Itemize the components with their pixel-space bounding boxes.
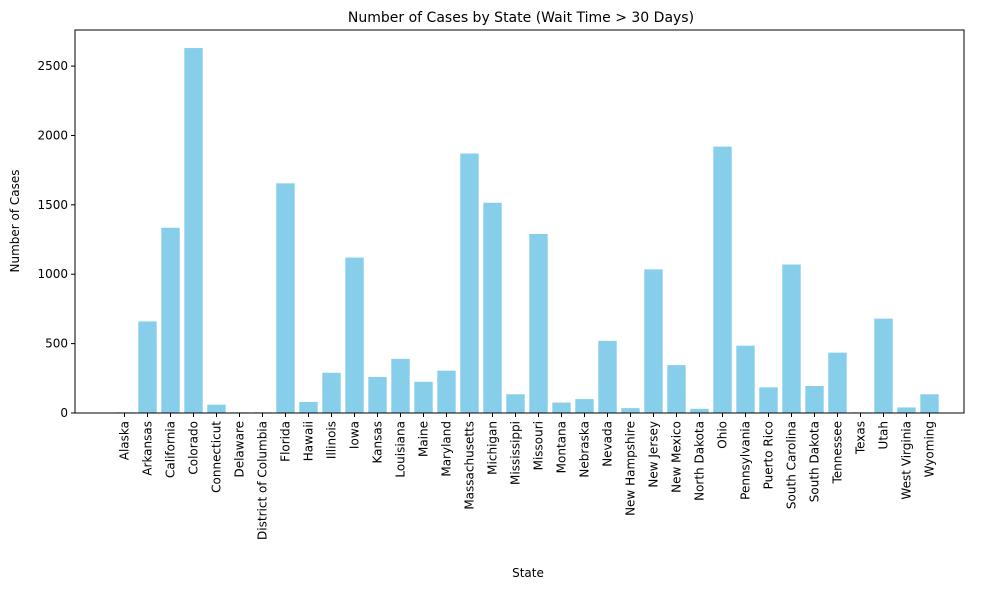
bar-utah (874, 318, 893, 413)
x-tick-label: West Virginia (900, 421, 914, 500)
x-tick-label: South Carolina (785, 421, 799, 509)
x-tick-label: Ohio (716, 421, 730, 449)
bar-michigan (483, 202, 502, 413)
bar-new-hampshire (621, 408, 640, 413)
plot-frame (74, 29, 965, 414)
x-tick-label: Arkansas (141, 421, 155, 476)
bar-montana (552, 402, 571, 413)
y-tick-label: 500 (45, 337, 68, 351)
x-axis-label: State (512, 566, 544, 580)
x-tick-label: Kansas (371, 421, 385, 463)
x-axis-ticks: Alaska Arkansas California Colorado Connecti… (118, 413, 937, 540)
x-tick-label: Mississippi (509, 421, 523, 485)
bar-california (161, 227, 180, 413)
x-tick-label: Utah (877, 421, 891, 449)
x-tick-label: Louisiana (394, 421, 408, 478)
bar-kansas (368, 376, 387, 413)
bar-florida (276, 183, 295, 413)
bar-south-dakota (805, 385, 824, 413)
x-tick-label: Colorado (187, 421, 201, 475)
y-tick-label: 0 (60, 406, 68, 420)
bar-tennessee (828, 352, 847, 413)
y-axis-ticks: 0 500 1000 1500 2000 2500 (37, 59, 75, 420)
x-tick-label: New Mexico (670, 421, 684, 493)
bar-nevada (598, 340, 617, 413)
x-tick-label: Wyoming (923, 421, 937, 477)
bar-north-dakota (690, 408, 709, 413)
y-tick-label: 1000 (37, 267, 68, 281)
bar-west-virginia (897, 407, 916, 413)
x-tick-label: Hawaii (302, 421, 316, 461)
bar-louisiana (391, 358, 410, 413)
x-tick-label: Michigan (486, 421, 500, 475)
bar-connecticut (207, 404, 226, 413)
x-tick-label: Texas (854, 421, 868, 455)
x-tick-label: Nevada (601, 421, 615, 467)
y-tick-label: 1500 (37, 198, 68, 212)
x-tick-label: Alaska (118, 421, 132, 460)
bar-iowa (345, 257, 364, 413)
bar-ohio (713, 146, 732, 413)
bar-new-mexico (667, 365, 686, 414)
x-tick-label: Montana (555, 421, 569, 473)
x-tick-label: Massachusetts (463, 421, 477, 510)
bar-arkansas (138, 321, 157, 413)
bar-south-carolina (782, 264, 801, 413)
x-tick-label: Illinois (325, 421, 339, 459)
bar-illinois (322, 372, 341, 413)
bar-colorado (184, 48, 203, 413)
bar-maryland (437, 370, 456, 413)
y-axis-label: Number of Cases (8, 169, 22, 272)
x-tick-label: Delaware (233, 421, 247, 478)
x-tick-label: Pennsylvania (739, 421, 753, 500)
x-tick-label: North Dakota (693, 421, 707, 501)
bar-massachusetts (460, 153, 479, 413)
bar-hawaii (299, 401, 318, 413)
chart-title: Number of Cases by State (Wait Time > 30… (348, 10, 694, 26)
bars (115, 48, 939, 414)
x-tick-label: Maine (417, 421, 431, 457)
y-tick-label: 2000 (37, 128, 68, 142)
x-tick-label: Iowa (348, 421, 362, 449)
x-tick-label: District of Columbia (256, 421, 270, 540)
x-tick-label: New Hampshire (624, 421, 638, 516)
x-tick-label: Nebraska (578, 421, 592, 478)
y-tick-label: 2500 (37, 59, 68, 73)
bar-mississippi (506, 394, 525, 413)
x-tick-label: California (164, 421, 178, 478)
x-tick-label: Maryland (440, 421, 454, 477)
x-tick-label: Florida (279, 421, 293, 462)
bar-maine (414, 381, 433, 413)
x-tick-label: New Jersey (647, 421, 661, 488)
bar-wyoming (920, 394, 939, 413)
x-tick-label: South Dakota (808, 421, 822, 502)
plot-area: 0 500 1000 1500 2000 2500 Alaska Arkansas Calif… (37, 29, 965, 540)
x-tick-label: Puerto Rico (762, 421, 776, 489)
bar-new-jersey (644, 269, 663, 414)
x-tick-label: Tennessee (831, 421, 845, 485)
x-tick-label: Missouri (532, 421, 546, 470)
bar-nebraska (575, 399, 594, 413)
bar-puerto-rico (759, 387, 778, 413)
bar-missouri (529, 233, 548, 413)
x-tick-label: Connecticut (210, 421, 224, 493)
bar-pennsylvania (736, 345, 755, 413)
